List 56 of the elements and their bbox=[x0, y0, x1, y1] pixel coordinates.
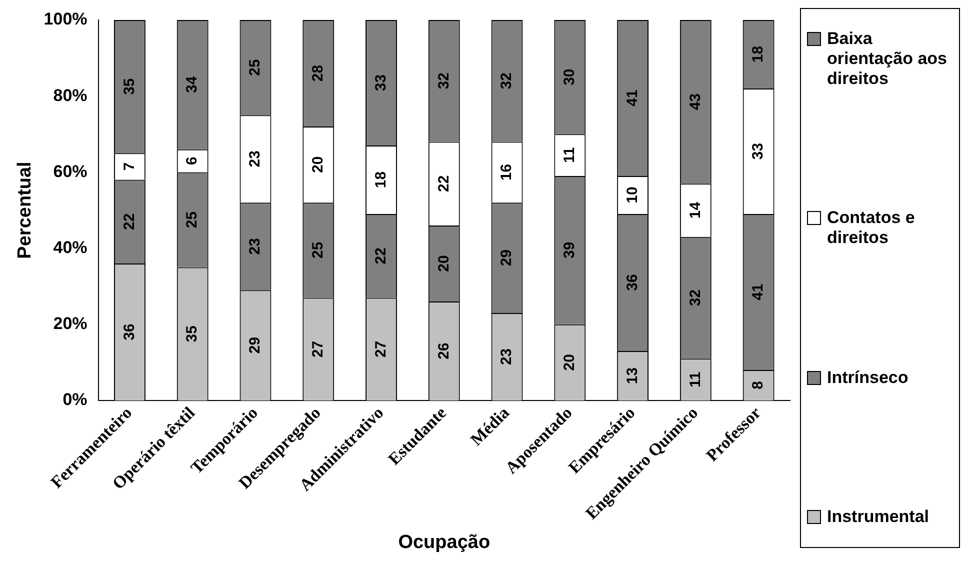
legend-label: Intrínseco bbox=[827, 368, 908, 388]
data-label: 36 bbox=[120, 324, 138, 340]
data-label: 41 bbox=[750, 284, 767, 300]
y-tick-label: 80% bbox=[53, 86, 88, 105]
data-label: 22 bbox=[120, 213, 138, 230]
data-label: 10 bbox=[624, 186, 641, 204]
data-label: 28 bbox=[310, 64, 327, 82]
data-label: 18 bbox=[372, 171, 390, 188]
data-label: 8 bbox=[750, 381, 767, 390]
data-label: 32 bbox=[686, 289, 704, 306]
data-label: 41 bbox=[624, 90, 641, 106]
data-label: 13 bbox=[624, 367, 641, 384]
data-label: 30 bbox=[561, 68, 578, 86]
data-label: 11 bbox=[686, 372, 704, 388]
x-axis-title: Ocupação bbox=[398, 532, 490, 553]
y-tick-label: 40% bbox=[53, 238, 88, 257]
data-label: 23 bbox=[498, 348, 516, 366]
data-label: 27 bbox=[310, 340, 327, 358]
y-tick-label: 60% bbox=[53, 162, 88, 181]
data-label: 34 bbox=[184, 76, 201, 94]
data-label: 32 bbox=[498, 72, 516, 90]
data-label: 7 bbox=[120, 162, 138, 171]
data-label: 23 bbox=[246, 238, 264, 255]
data-label: 25 bbox=[310, 242, 327, 259]
data-label: 14 bbox=[686, 201, 704, 219]
data-label: 33 bbox=[372, 74, 390, 92]
data-label: 20 bbox=[310, 156, 327, 173]
y-tick-label: 100% bbox=[44, 10, 88, 29]
text: Contatos e direitos bbox=[827, 208, 916, 248]
data-label: 32 bbox=[435, 72, 452, 90]
data-label: 29 bbox=[246, 336, 264, 354]
data-label: 16 bbox=[498, 164, 516, 181]
data-label: 26 bbox=[435, 342, 452, 360]
data-label: 39 bbox=[561, 242, 578, 259]
data-label: 36 bbox=[624, 274, 641, 291]
data-label: 20 bbox=[561, 354, 578, 371]
legend-label: Baixa orientação aos direitos bbox=[827, 29, 948, 89]
legend-label: Instrumental bbox=[827, 506, 930, 527]
data-label: 27 bbox=[372, 340, 390, 358]
data-label: 22 bbox=[435, 175, 452, 192]
data-label: 22 bbox=[372, 248, 390, 264]
data-label: 20 bbox=[435, 255, 452, 272]
data-label: 18 bbox=[750, 46, 767, 63]
data-label: 33 bbox=[750, 142, 767, 160]
data-label: 6 bbox=[184, 156, 201, 165]
data-label: 23 bbox=[246, 150, 264, 168]
y-axis-title: Percentual bbox=[14, 162, 36, 259]
data-label: 35 bbox=[120, 78, 138, 95]
data-label: 11 bbox=[561, 147, 578, 163]
data-label: 25 bbox=[246, 59, 264, 76]
data-label: 29 bbox=[498, 249, 516, 266]
data-label: 43 bbox=[686, 93, 704, 110]
y-tick-label: 20% bbox=[53, 314, 88, 334]
data-label: 25 bbox=[184, 211, 201, 228]
y-tick-label: 0% bbox=[62, 390, 88, 410]
data-label: 35 bbox=[184, 326, 201, 342]
